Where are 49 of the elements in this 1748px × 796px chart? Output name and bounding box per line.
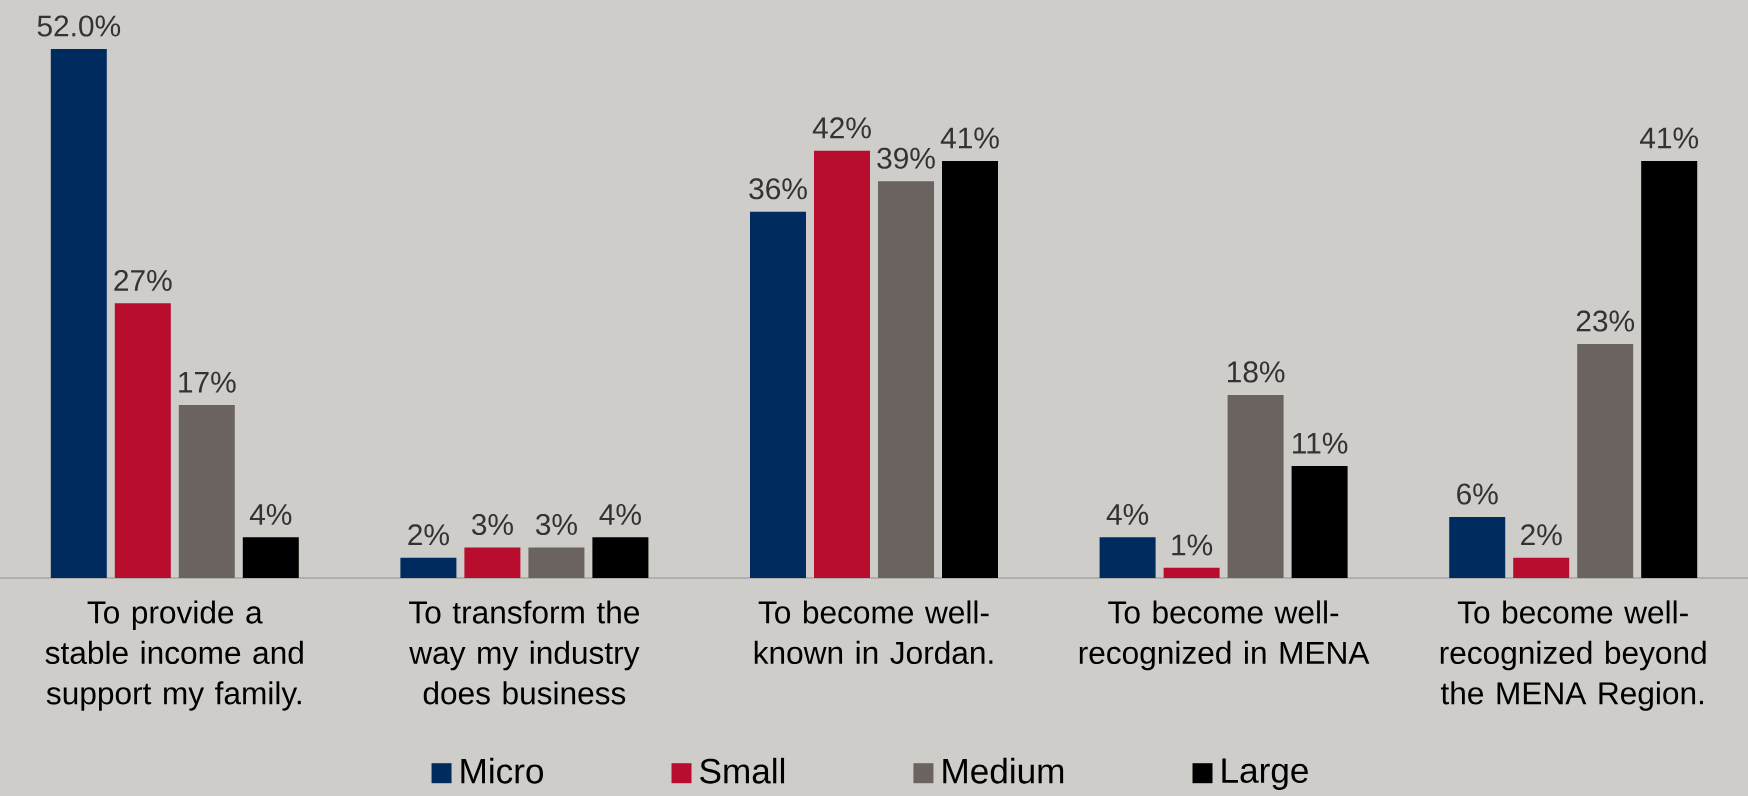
x-tick-label: To provide a stable income and support my family. (45, 600, 303, 711)
x-tick-label: To become well-recognized in MENA (1079, 600, 1370, 671)
data-label: 23% (1576, 310, 1635, 332)
bar (1163, 567, 1220, 578)
data-label: 41% (1639, 127, 1699, 149)
data-label: 11% (1293, 432, 1348, 454)
data-label: 42% (812, 117, 871, 139)
data-label: 27% (114, 269, 172, 291)
legend-label: Large (1222, 758, 1308, 790)
x-tick-label: To transform the way my industry does business (409, 600, 640, 705)
bar (1449, 516, 1506, 578)
bar (1291, 466, 1348, 578)
bar (242, 537, 299, 578)
bar (528, 547, 585, 578)
data-label: 36% (749, 178, 807, 200)
bar (464, 547, 521, 578)
legend-label: Micro (461, 757, 544, 784)
data-label: 17% (179, 371, 236, 393)
bar (1099, 537, 1156, 578)
data-label: 52.0% (37, 15, 121, 37)
data-label: 18% (1227, 361, 1285, 383)
data-label: 2% (1521, 524, 1562, 546)
bar (1227, 394, 1284, 578)
data-label: 2% (408, 524, 449, 546)
bar (400, 557, 457, 578)
data-label: 3% (535, 513, 577, 536)
bar (1577, 344, 1634, 578)
data-label: 4% (599, 503, 641, 525)
bar (114, 303, 171, 578)
bar (50, 49, 107, 578)
bar (942, 160, 999, 578)
bar (750, 211, 807, 578)
bar (878, 181, 934, 578)
bar (1513, 557, 1570, 578)
data-label: 41% (940, 127, 999, 149)
legend-label: Small (700, 757, 785, 784)
bar (814, 150, 870, 578)
bar (178, 405, 235, 578)
data-label: 6% (1457, 483, 1498, 505)
data-label: 3% (471, 513, 513, 536)
bar (592, 537, 649, 578)
x-tick-label: To become well-known in Jordan. (754, 600, 993, 665)
x-tick-label: To become well-recognized beyond the MENA Region. (1440, 600, 1706, 711)
data-label: 4% (249, 503, 292, 525)
bar (1641, 160, 1698, 578)
data-label: 1% (1172, 534, 1213, 556)
data-label: 39% (877, 147, 935, 169)
data-label: 4% (1106, 503, 1149, 525)
legend-label: Medium (943, 757, 1064, 784)
